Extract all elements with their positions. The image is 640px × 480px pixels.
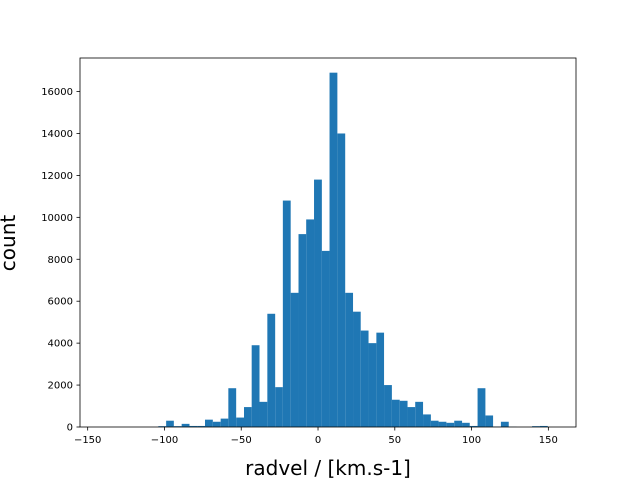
x-axis-label: radvel / [km.s-1]: [245, 456, 411, 480]
y-tick-label: 8000: [48, 255, 73, 266]
histogram-bar: [166, 420, 174, 427]
histogram-bar: [368, 343, 377, 427]
y-tick-label: 6000: [48, 297, 73, 308]
histogram-bar: [329, 72, 338, 428]
histogram-bar: [430, 420, 439, 427]
histogram-bar: [376, 332, 385, 427]
histogram-bar: [407, 407, 416, 427]
histogram-bar: [360, 330, 369, 427]
histogram-bar: [500, 421, 509, 427]
y-tick-label: 14000: [41, 129, 73, 140]
histogram-bar: [446, 422, 455, 427]
histogram-bar: [173, 426, 182, 427]
histogram-bar: [212, 421, 221, 427]
histogram-bar: [205, 419, 213, 427]
histogram-bar: [267, 313, 276, 427]
histogram-bar: [244, 407, 252, 427]
histogram-bar: [469, 425, 478, 427]
histogram-bar: [228, 388, 237, 427]
histogram-bar: [485, 415, 494, 427]
x-tick-label: 150: [539, 435, 558, 446]
histogram-bar: [345, 292, 354, 427]
histogram-bar: [236, 417, 244, 427]
x-tick-label: −100: [151, 435, 178, 446]
histogram-bar: [454, 420, 463, 427]
histogram-bar: [314, 179, 322, 427]
x-tick-label: −150: [74, 435, 101, 446]
y-tick-label: 12000: [41, 171, 73, 182]
histogram-bar: [438, 421, 447, 427]
x-tick-label: −50: [231, 435, 252, 446]
histogram-bar: [298, 234, 307, 427]
plot-frame: [79, 57, 577, 428]
histogram-bar: [337, 133, 346, 428]
x-tick-label: 0: [315, 435, 321, 446]
histogram-bar: [189, 425, 198, 427]
histogram-bar: [259, 401, 268, 427]
histogram-bar: [415, 401, 424, 427]
y-tick-label: 16000: [41, 87, 73, 98]
histogram-bar: [275, 387, 283, 427]
bars-group: [158, 72, 548, 428]
histogram-bar: [282, 200, 291, 427]
histogram-bar: [290, 292, 299, 427]
histogram-bar: [391, 399, 400, 427]
y-axis-ticks: 0 2000 4000 6000 8000 10000 12000 14000 16000: [41, 87, 80, 434]
histogram-bar: [251, 345, 260, 427]
histogram-bar: [399, 400, 408, 427]
histogram-bar: [532, 426, 540, 427]
histogram-bar: [158, 426, 167, 427]
histogram-bar: [306, 219, 315, 427]
y-tick-label: 10000: [41, 213, 73, 224]
y-axis-label: count: [0, 215, 20, 272]
histogram-bar: [321, 250, 330, 427]
histogram-bar: [423, 414, 431, 427]
x-tick-label: 50: [388, 435, 401, 446]
histogram-bar: [181, 423, 190, 427]
histogram-bar: [477, 388, 486, 427]
y-tick-label: 0: [67, 423, 73, 434]
histogram-bar: [384, 385, 392, 427]
histogram-bar: [539, 425, 548, 427]
x-tick-label: 100: [462, 435, 481, 446]
histogram-bar: [220, 418, 229, 427]
y-tick-label: 2000: [48, 381, 73, 392]
histogram-bar: [197, 425, 205, 427]
y-tick-label: 4000: [48, 339, 73, 350]
x-axis-ticks: −150 −100 −50 0 50 100 150: [74, 427, 558, 446]
histogram-bar: [462, 422, 470, 427]
histogram-bar: [353, 311, 361, 427]
